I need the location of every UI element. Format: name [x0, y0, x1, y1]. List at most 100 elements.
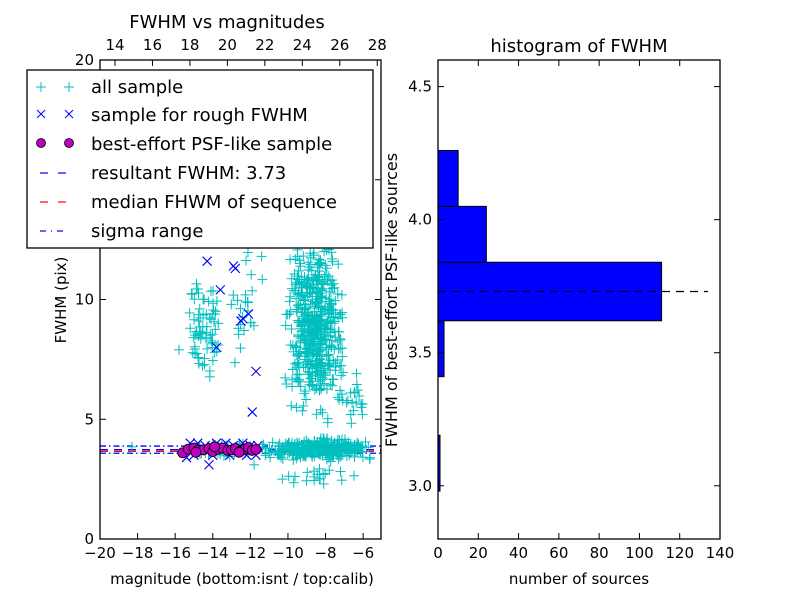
- scatter-point-all-sample: [313, 359, 324, 370]
- scatter-point-all-sample: [291, 448, 302, 459]
- scatter-point-all-sample: [320, 301, 331, 312]
- scatter-point-all-sample: [308, 466, 319, 477]
- scatter-point-all-sample: [325, 317, 336, 328]
- scatter-point-all-sample: [326, 299, 337, 310]
- scatter-point-all-sample: [337, 307, 348, 318]
- scatter-point-all-sample: [288, 477, 299, 488]
- scatter-point-all-sample: [307, 275, 318, 286]
- scatter-point-all-sample: [241, 255, 252, 266]
- scatter-point-all-sample: [286, 323, 297, 334]
- scatter-point-all-sample: [349, 444, 360, 455]
- scatter-point-all-sample: [302, 369, 313, 380]
- scatter-point-all-sample: [293, 348, 304, 359]
- scatter-point-all-sample: [360, 436, 371, 447]
- scatter-point-all-sample: [326, 440, 337, 451]
- scatter-point-all-sample: [286, 400, 297, 411]
- scatter-point-all-sample: [351, 379, 362, 390]
- scatter-point-all-sample: [333, 326, 344, 337]
- scatter-point-all-sample: [193, 358, 204, 369]
- scatter-point-all-sample: [189, 294, 200, 305]
- scatter-point-all-sample: [332, 449, 343, 460]
- scatter-point-all-sample: [302, 315, 313, 326]
- x-tick-label: −10: [272, 544, 304, 562]
- scatter-point-all-sample: [312, 328, 323, 339]
- legend-label: best-effort PSF-like sample: [91, 134, 332, 155]
- scatter-point-all-sample: [313, 447, 324, 458]
- scatter-point-all-sample: [327, 318, 338, 329]
- x-tick-label: −6: [352, 544, 374, 562]
- x-tick-label: −14: [197, 544, 229, 562]
- x-tick-label: −16: [159, 544, 191, 562]
- scatter-point-all-sample: [307, 291, 318, 302]
- scatter-point-rough-fwhm: [251, 366, 261, 377]
- scatter-point-all-sample: [303, 337, 314, 348]
- scatter-point-all-sample: [313, 272, 324, 283]
- scatter-point-all-sample: [303, 264, 314, 275]
- histogram-bar: [437, 149, 459, 207]
- scatter-point-all-sample: [285, 291, 296, 302]
- scatter-point-all-sample: [300, 386, 311, 397]
- scatter-point-all-sample: [326, 253, 337, 264]
- scatter-point-all-sample: [209, 316, 220, 327]
- scatter-point-psf-like: [233, 446, 245, 458]
- scatter-point-all-sample: [363, 442, 374, 453]
- scatter-point-all-sample: [348, 405, 359, 416]
- x-tick-label: 60: [549, 544, 568, 562]
- x-tick-label: 20: [469, 544, 488, 562]
- legend: all sample sample for rough FWHM best-ef…: [26, 69, 374, 249]
- scatter-point-all-sample: [322, 454, 333, 465]
- histogram-title: histogram of FWHM: [490, 36, 667, 57]
- scatter-point-all-sample: [274, 448, 285, 459]
- scatter-point-all-sample: [126, 441, 137, 452]
- scatter-point-psf-like: [190, 446, 202, 458]
- scatter-point-all-sample: [339, 444, 350, 455]
- legend-box: [26, 69, 374, 249]
- scatter-point-all-sample: [345, 409, 356, 420]
- legend-label: sigma range: [91, 221, 203, 242]
- scatter-point-all-sample: [293, 302, 304, 313]
- scatter-point-all-sample: [333, 259, 344, 270]
- scatter-point-all-sample: [242, 247, 253, 258]
- scatter-point-all-sample: [191, 348, 202, 359]
- scatter-point-all-sample: [298, 278, 309, 289]
- scatter-point-all-sample: [173, 344, 184, 355]
- scatter-point-all-sample: [315, 376, 326, 387]
- scatter-point-all-sample: [317, 278, 328, 289]
- scatter-point-all-sample: [294, 369, 305, 380]
- scatter-point-all-sample: [297, 405, 308, 416]
- scatter-point-all-sample: [300, 347, 311, 358]
- scatter-point-all-sample: [235, 343, 246, 354]
- scatter-point-all-sample: [292, 271, 303, 282]
- scatter-point-all-sample: [184, 307, 195, 318]
- scatter-point-all-sample: [302, 324, 313, 335]
- scatter-point-all-sample: [323, 360, 334, 371]
- scatter-point-all-sample: [194, 303, 205, 314]
- scatter-point-all-sample: [210, 324, 221, 335]
- x-tick-label: 80: [590, 544, 609, 562]
- scatter-point-all-sample: [315, 334, 326, 345]
- scatter-point-all-sample: [311, 344, 322, 355]
- scatter-point-all-sample: [284, 296, 295, 307]
- scatter-point-all-sample: [246, 269, 257, 280]
- scatter-point-all-sample: [201, 327, 212, 338]
- scatter-point-all-sample: [232, 295, 243, 306]
- x-tick-label: 40: [509, 544, 528, 562]
- scatter-point-all-sample: [332, 288, 343, 299]
- scatter-point-all-sample: [335, 385, 346, 396]
- x-tick-label: −12: [235, 544, 267, 562]
- scatter-point-all-sample: [328, 312, 339, 323]
- scatter-point-all-sample: [185, 323, 196, 334]
- legend-label: sample for rough FWHM: [91, 105, 308, 126]
- scatter-point-all-sample: [347, 398, 358, 409]
- scatter-point-all-sample: [286, 273, 297, 284]
- scatter-point-all-sample: [198, 294, 209, 305]
- scatter-point-all-sample: [193, 309, 204, 320]
- scatter-point-all-sample: [326, 280, 337, 291]
- scatter-point-rough-fwhm: [202, 256, 213, 267]
- scatter-point-all-sample: [312, 286, 323, 297]
- scatter-point-all-sample: [325, 275, 336, 286]
- scatter-point-all-sample: [203, 296, 214, 307]
- scatter-point-all-sample: [186, 288, 197, 299]
- scatter-point-all-sample: [300, 304, 311, 315]
- scatter-point-all-sample: [291, 293, 302, 304]
